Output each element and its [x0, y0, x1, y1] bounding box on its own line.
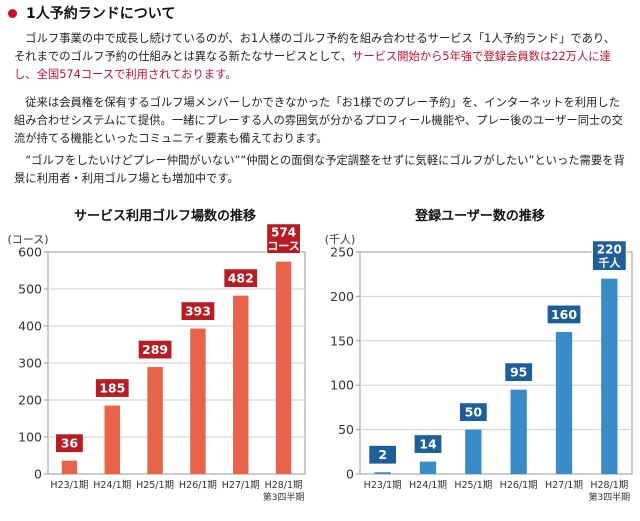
courses-data-label-box — [94, 377, 130, 399]
courses-data-label-box — [54, 433, 85, 454]
users-y-tick-label: 250 — [330, 245, 354, 260]
courses-x-tick-label: H25/1期 — [136, 480, 174, 491]
users-bar — [510, 389, 527, 474]
users-data-label: 14 — [419, 437, 437, 452]
users-data-label: 160 — [551, 307, 577, 322]
charts-canvas: 0100200300400500600(コース)H23/1期36H24/1期18… — [7, 223, 633, 503]
users-chart-title: 登録ユーザー数の推移 — [415, 209, 545, 224]
users-y-tick-label: 50 — [338, 422, 354, 437]
users-y-tick-label: 100 — [330, 378, 354, 393]
section-heading-text: 1人予約ランドについて — [26, 6, 176, 22]
courses-data-label: 36 — [61, 436, 79, 451]
users-x-tick-label: H28/1期 — [590, 480, 628, 491]
courses-bar — [190, 328, 206, 474]
users-x-tick-label: H25/1期 — [454, 480, 492, 491]
users-plot-frame — [359, 251, 633, 475]
users-y-tick-label: 150 — [330, 333, 354, 348]
courses-data-label-unit: コース — [267, 240, 299, 253]
courses-x-tick-label: H23/1期 — [50, 480, 88, 491]
users-bar — [601, 278, 618, 474]
courses-x-tick-note: 第3四半期 — [263, 491, 305, 503]
courses-bar — [275, 261, 292, 474]
courses-y-tick-label: 300 — [18, 356, 42, 371]
courses-x-tick-label: H28/1期 — [265, 480, 303, 491]
users-data-label-box — [368, 444, 398, 465]
red-bullet-icon — [8, 8, 17, 18]
users-data-label: 95 — [510, 365, 527, 380]
users-data-label: 2 — [378, 447, 387, 462]
courses-y-tick-label: 400 — [18, 319, 42, 334]
courses-chart-title: サービス利用ゴルフ場数の推移 — [73, 209, 256, 224]
users-data-label-box — [546, 304, 582, 325]
users-data-label-box — [591, 240, 627, 272]
users-x-tick-label: H24/1期 — [409, 480, 447, 491]
users-y-axis-label: (千人) — [325, 233, 356, 246]
courses-y-tick-label: 200 — [18, 393, 42, 408]
service-paragraph: 従来は会員権を保有するゴルフ場メンバーしかできなかった「お1様でのプレー予約」を… — [14, 96, 623, 145]
courses-y-axis-label: (コース) — [7, 233, 48, 246]
courses-y-tick-label: 500 — [18, 282, 42, 297]
courses-bar — [104, 405, 120, 474]
users-data-label: 220 — [597, 243, 622, 257]
intro-paragraph: ゴルフ事業の中で成長し続けているのが、お1人様のゴルフ予約を組み合わせるサービス… — [14, 30, 626, 84]
section-heading: 1人予約ランドについて — [8, 2, 175, 24]
users-bar — [419, 461, 437, 474]
users-data-label-unit: 千人 — [598, 256, 621, 270]
courses-x-tick-label: H27/1期 — [222, 480, 260, 491]
courses-data-label: 185 — [99, 381, 125, 396]
demand-paragraph: “ゴルフをしたいけどプレー仲間がいない”“仲間との面倒な予定調整をせずに気軽にゴ… — [14, 154, 625, 185]
courses-data-label-box — [223, 268, 259, 289]
courses-y-tick-label: 600 — [18, 245, 42, 260]
users-y-tick-label: 200 — [330, 289, 354, 304]
courses-y-tick-label: 0 — [34, 467, 42, 482]
courses-bar — [147, 367, 163, 474]
courses-data-label: 482 — [228, 271, 254, 286]
courses-data-label-box — [180, 300, 216, 322]
users-data-label-box — [458, 402, 488, 423]
users-x-tick-label: H26/1期 — [500, 480, 538, 491]
courses-data-label-box — [137, 339, 173, 360]
users-x-tick-label: H23/1期 — [364, 480, 402, 491]
users-data-label: 50 — [465, 405, 483, 420]
courses-bar — [61, 460, 78, 474]
users-y-tick-label: 0 — [346, 467, 354, 482]
users-data-label-box — [504, 362, 534, 383]
users-data-label-box — [413, 433, 443, 455]
users-x-tick-note: 第3四半期 — [588, 491, 630, 503]
courses-data-label: 393 — [185, 304, 211, 319]
courses-bar — [233, 295, 249, 474]
courses-data-label-box — [265, 223, 302, 255]
intro-highlight: サービス開始から5年強で登録会員数は22万人に達し、全国574コースで利用されて… — [14, 50, 611, 81]
courses-y-tick-label: 100 — [18, 430, 42, 445]
users-bar — [374, 472, 391, 474]
users-bar — [465, 429, 482, 474]
users-x-tick-label: H27/1期 — [545, 480, 583, 491]
courses-x-tick-label: H24/1期 — [93, 480, 131, 491]
courses-data-label: 574 — [271, 226, 296, 240]
users-bar — [555, 331, 573, 474]
courses-x-tick-label: H26/1期 — [179, 480, 217, 491]
courses-data-label: 289 — [142, 342, 168, 357]
intro-text: ゴルフ事業の中で成長し続けているのが、お1人様のゴルフ予約を組み合わせるサービス… — [14, 32, 616, 63]
